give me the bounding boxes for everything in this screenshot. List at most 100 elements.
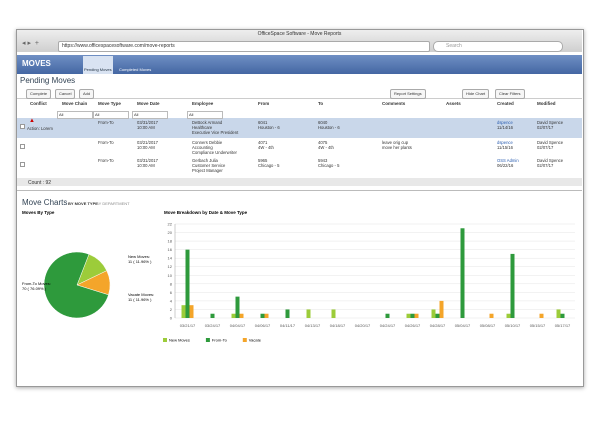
cell-text: David Spence (537, 140, 564, 145)
cell-text: 06/22/16 (497, 163, 514, 168)
cell-text: Customer Service (192, 163, 226, 168)
legend-swatch (242, 338, 247, 342)
x-tick-label: 04/26/17 (405, 323, 421, 328)
row-checkbox[interactable] (20, 124, 25, 129)
cell-text: dspence (497, 140, 513, 145)
count: Count : 92 (28, 180, 52, 186)
x-tick-label: 04/04/17 (230, 323, 246, 328)
column-header[interactable]: Conflict (30, 101, 47, 106)
url-bar[interactable] (58, 41, 430, 52)
bar (285, 309, 290, 318)
search-box[interactable] (433, 41, 563, 52)
cell-text: Healthcare (192, 125, 213, 130)
bar (235, 296, 240, 318)
column-header[interactable]: Comments (382, 101, 406, 106)
cell-text: 4W - 4th (258, 145, 274, 150)
y-tick-label: 8 (170, 281, 173, 286)
button[interactable]: Cancel (55, 89, 76, 99)
cell-text: 5965 (258, 158, 268, 163)
cell-text: dspence (497, 120, 513, 125)
chart-title: Move Breakdown by Date & Move Type (164, 210, 248, 215)
tab[interactable]: Pending Moves (84, 67, 112, 72)
column-header[interactable]: Employee (192, 101, 214, 106)
x-tick-label: 05/17/17 (555, 323, 571, 328)
bar (239, 313, 244, 318)
y-tick-label: 6 (170, 290, 173, 295)
bar (435, 313, 440, 318)
column-header[interactable]: To (318, 101, 324, 106)
page-title: Pending Moves (20, 76, 76, 85)
x-tick-label: 05/04/17 (455, 323, 471, 328)
splitter[interactable] (17, 190, 582, 191)
x-tick-label: 05/15/17 (530, 323, 546, 328)
row-checkbox[interactable] (20, 144, 25, 149)
column-header[interactable]: Move Chain (62, 101, 88, 106)
y-tick-label: 14 (168, 256, 173, 261)
x-tick-label: 04/20/17 (355, 323, 371, 328)
cell-text: Action: Lorem (27, 126, 53, 131)
bar (510, 253, 515, 318)
search-placeholder: Search (446, 43, 462, 49)
x-tick-label: 04/13/17 (305, 323, 321, 328)
column-header[interactable]: Move Type (98, 101, 121, 106)
cell-text: Houston - 6 (258, 125, 280, 130)
cell-text: 11/15/16 (497, 145, 513, 150)
column-header[interactable]: Created (497, 101, 514, 106)
x-tick-label: 04/06/17 (255, 323, 271, 328)
tool-button[interactable]: Clear Filters (495, 89, 525, 99)
bar (331, 309, 336, 318)
y-tick-label: 0 (170, 316, 173, 321)
x-tick-label: 04/18/17 (330, 323, 346, 328)
bar (489, 313, 494, 318)
window-title: OfficeSpace Software - Move Reports (257, 31, 342, 37)
x-tick-label: 03/21/17 (180, 323, 196, 328)
chart-tab[interactable]: BY DEPARTMENT (96, 201, 130, 206)
row-checkbox[interactable] (20, 162, 25, 167)
column-header[interactable]: Move Date (137, 101, 160, 106)
cell-text: 10:00 AM (137, 145, 155, 150)
x-tick-label: 04/24/17 (380, 323, 396, 328)
column-header[interactable]: From (258, 101, 270, 106)
count-bar (17, 178, 582, 186)
x-tick-label: 05/10/17 (505, 323, 521, 328)
bar (306, 309, 311, 318)
column-header[interactable]: Modified (537, 101, 556, 106)
filter-select[interactable]: All (187, 111, 223, 119)
cell-text: 4W - 4th (318, 145, 334, 150)
cell-text: 03/21/2017 (137, 140, 158, 145)
cell-text: Accounting (192, 145, 213, 150)
cell-text: move her plants (382, 145, 412, 150)
legend-swatch (163, 338, 167, 342)
filter-select[interactable]: All (93, 111, 129, 119)
y-tick-label: 22 (168, 222, 173, 227)
column-header[interactable]: Assets (446, 101, 461, 106)
window (16, 29, 584, 387)
chart-tab[interactable]: BY MOVE TYPE (68, 201, 98, 206)
slice-label: New Moves: (128, 254, 150, 259)
x-tick-label: 03/24/17 (205, 323, 221, 328)
legend-label: Vacate (249, 338, 262, 343)
tool-button[interactable]: Report Settings (390, 89, 426, 99)
bar (264, 313, 269, 318)
filter-select[interactable]: All (132, 111, 168, 119)
y-tick-label: 4 (170, 298, 173, 303)
legend-swatch (205, 338, 210, 342)
bar (431, 309, 436, 318)
filter-select[interactable]: All (57, 111, 93, 119)
button[interactable]: Add (79, 89, 95, 99)
slice-value: 11 ( 11.96% ) (128, 259, 152, 264)
tool-button[interactable]: Hide Chart (462, 89, 490, 99)
slice-value: 11 ( 11.96% ) (128, 297, 152, 302)
cell-text: 02/07/17 (537, 145, 554, 150)
cell-text: 02/07/17 (537, 125, 554, 130)
app-header (17, 55, 582, 74)
tab[interactable]: Completed Moves (119, 67, 152, 72)
cell-text: 4075 (318, 140, 328, 145)
selected-row[interactable] (17, 118, 582, 138)
nav-buttons[interactable]: ◂ ▸ + (22, 40, 39, 47)
tab-active[interactable] (83, 56, 113, 74)
cell-text: Executive Vice President (192, 130, 239, 135)
cell-text: David Spence (537, 120, 564, 125)
bar (181, 305, 186, 318)
button[interactable]: Complete (26, 89, 52, 99)
